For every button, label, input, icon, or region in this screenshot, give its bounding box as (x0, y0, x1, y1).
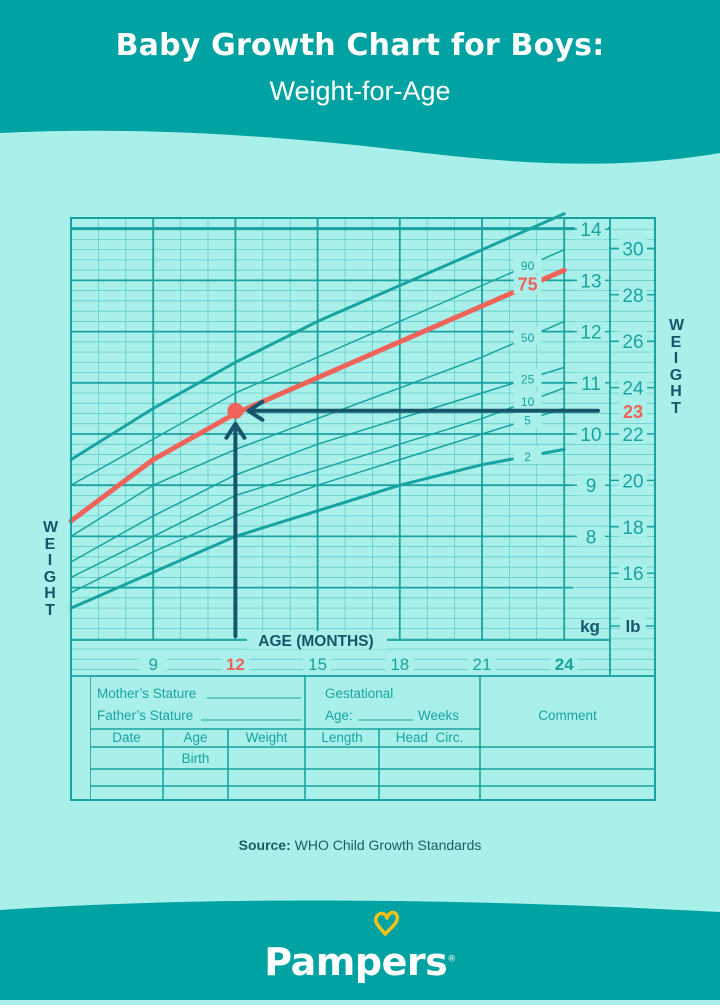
percentile-curve-97 (69, 212, 566, 462)
y-axis-label-text: WEIGHT (669, 317, 685, 417)
x-tick-18: 18 (390, 655, 409, 674)
lb-unit-label: lb (625, 617, 640, 636)
record-form: Mother’s Stature Father’s Stature Gestat… (90, 676, 655, 800)
percentile-curve-10 (70, 387, 565, 579)
y-axis-label-text: WEIGHT (43, 519, 59, 619)
percentile-curve-25 (70, 366, 565, 563)
percentile-label-50: 50 (521, 331, 535, 345)
chart-labels: 9075502510528910111213141618202224262830… (139, 219, 655, 674)
percentile-label-25: 25 (521, 372, 535, 386)
percentile-curves (68, 212, 567, 610)
lb-tick-26: 26 (622, 332, 643, 353)
comment-label: Comment (538, 708, 597, 723)
lb-tick-16: 16 (622, 564, 643, 585)
percentile-label-75: 75 (518, 275, 538, 295)
kg-unit-label: kg (580, 617, 600, 636)
column-header-weight: Weight (245, 730, 288, 745)
lb-highlight-23: 23 (623, 402, 643, 422)
lb-tick-22: 22 (622, 425, 643, 446)
arrow-head-up-icon (224, 421, 247, 440)
percentile-curve-2 (69, 447, 566, 610)
page-subtitle: Weight-for-Age (269, 76, 451, 106)
growth-chart: 9075502510528910111213141618202224262830… (68, 212, 656, 801)
x-axis-title: AGE (MONTHS) (258, 633, 373, 650)
source-label: Source: (238, 837, 291, 853)
percentile-curve-5 (70, 407, 565, 594)
column-header-date: Date (112, 730, 141, 745)
y-axis-label-right: WEIGHT (666, 317, 686, 417)
lb-tick-18: 18 (622, 518, 643, 539)
column-header-length: Length (321, 730, 363, 745)
x-tick-15: 15 (308, 655, 327, 674)
footer-banner: Pampers® (0, 900, 720, 1000)
minor-grid (70, 218, 655, 670)
percentile-label-90: 90 (521, 259, 535, 273)
gestational-label: Gestational (325, 686, 394, 701)
x-tick-24: 24 (555, 655, 574, 674)
y-axis-label-left: WEIGHT (40, 519, 60, 619)
header-banner: Baby Growth Chart for Boys: Weight-for-A… (0, 0, 720, 230)
page-title: Baby Growth Chart for Boys: (115, 28, 605, 63)
kg-tick-10: 10 (580, 425, 601, 446)
footer-wave (0, 900, 720, 1000)
x-tick-9: 9 (148, 655, 157, 674)
source-note: Source: WHO Child Growth Standards (0, 837, 720, 853)
kg-tick-9: 9 (586, 476, 597, 497)
form-lines (90, 676, 655, 800)
major-grid (71, 218, 655, 677)
lb-tick-30: 30 (622, 239, 643, 260)
lb-tick-20: 20 (622, 471, 643, 492)
birth-row-age: Birth (181, 751, 210, 766)
kg-tick-13: 13 (580, 271, 601, 292)
heart-icon (373, 910, 400, 936)
percentile-label-5: 5 (524, 413, 531, 427)
chart-frame (70, 217, 656, 801)
column-header-head-circ: Head Circ. (395, 730, 464, 745)
percentile-curve-75 (68, 267, 567, 524)
fathers-stature-label: Father’s Stature (97, 708, 194, 723)
header-wave (0, 0, 720, 164)
percentile-curve-50 (70, 320, 565, 538)
arrow-head-left-icon (246, 399, 265, 422)
weeks-label: Weeks (418, 708, 460, 723)
source-text: WHO Child Growth Standards (294, 837, 482, 853)
lb-tick-24: 24 (622, 379, 644, 400)
mothers-stature-label: Mother’s Stature (97, 686, 197, 701)
brand-name: Pampers (264, 940, 448, 984)
registered-mark: ® (447, 954, 456, 965)
pampers-logo: Pampers® (0, 940, 720, 984)
gestational-age-label: Age: (325, 708, 353, 723)
kg-tick-12: 12 (580, 323, 601, 344)
kg-tick-14: 14 (580, 220, 602, 241)
x-tick-12: 12 (226, 655, 245, 674)
percentile-curve-90 (70, 248, 565, 486)
kg-tick-8: 8 (586, 527, 597, 548)
percentile-label-2: 2 (524, 450, 531, 464)
kg-tick-11: 11 (581, 374, 601, 395)
column-header-age: Age (183, 730, 208, 745)
x-tick-21: 21 (473, 655, 492, 674)
percentile-label-10: 10 (521, 395, 535, 409)
lb-tick-28: 28 (622, 286, 643, 307)
highlight-point (227, 402, 244, 419)
